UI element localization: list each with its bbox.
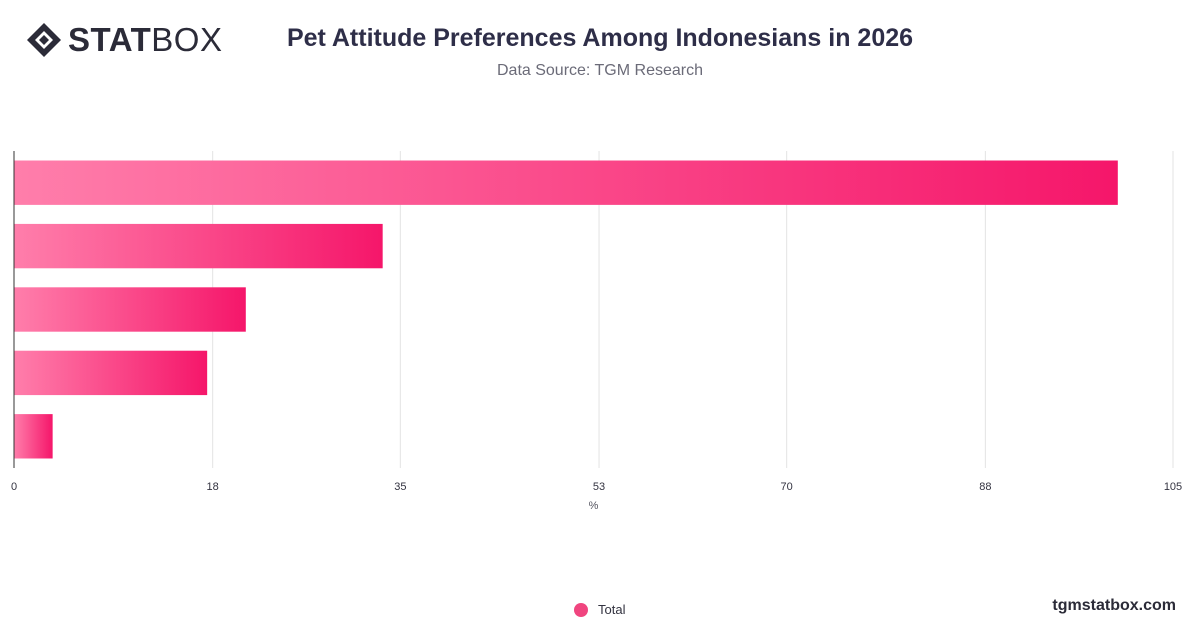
statbox-logo: STATBOX	[26, 22, 222, 58]
x-tick-label: 0	[11, 481, 17, 493]
x-tick-label: 70	[781, 481, 793, 493]
bar	[14, 287, 246, 332]
bar	[14, 414, 53, 459]
diamond-logo-icon	[27, 23, 61, 57]
x-tick-label: 53	[593, 481, 605, 493]
bar	[14, 223, 383, 269]
bar	[14, 160, 1118, 205]
x-tick-label: 18	[207, 481, 219, 493]
legend-label-total: Total	[598, 602, 626, 617]
chart-subtitle: Data Source: TGM Research	[496, 62, 703, 79]
logo-stat: STAT	[68, 21, 152, 58]
x-axis-label: %	[589, 500, 599, 512]
x-tick-label: 88	[979, 481, 991, 493]
chart-title: Pet Attitude Preferences Among Indonesia…	[286, 24, 914, 52]
x-tick-label: 105	[1164, 481, 1182, 493]
logo-box: BOX	[151, 21, 223, 58]
bar	[14, 350, 208, 396]
legend[interactable]: Total	[574, 602, 625, 617]
logo-wordmark: STATBOX	[68, 22, 222, 58]
footer-site: tgmstatbox.com	[1052, 597, 1176, 614]
x-tick-label: 35	[394, 481, 406, 493]
legend-marker	[574, 602, 588, 617]
